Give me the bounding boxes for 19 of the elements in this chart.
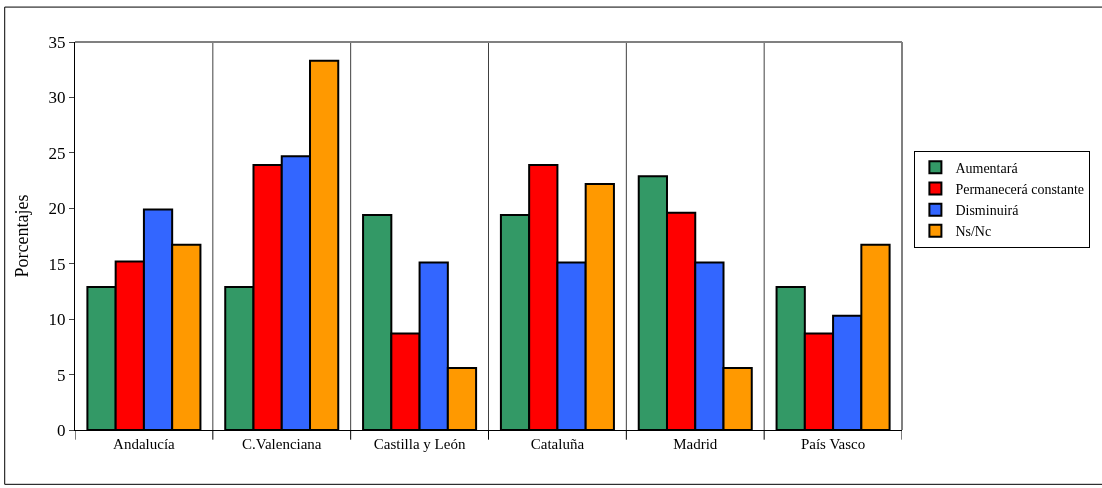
y-tick-label: 5 <box>57 365 66 385</box>
y-tick-label: 35 <box>48 32 66 52</box>
x-tick-label: Castilla y León <box>373 436 466 452</box>
y-tick-label: 15 <box>48 254 66 274</box>
legend-label: Aumentará <box>955 160 1019 176</box>
y-tick-label: 10 <box>48 310 66 330</box>
y-tick-label: 25 <box>48 143 66 163</box>
y-tick-label: 20 <box>48 199 66 219</box>
legend-label: Permanecerá constante <box>955 181 1085 197</box>
x-tick-label: País Vasco <box>800 436 866 452</box>
x-tick-label: Cataluña <box>530 436 585 452</box>
legend-label: Disminuirá <box>955 203 1020 219</box>
x-tick-label: Madrid <box>673 436 718 452</box>
x-tick-label: C.Valenciana <box>241 436 322 452</box>
x-tick-label: Andalucía <box>113 436 176 452</box>
y-tick-label: 30 <box>48 88 66 108</box>
y-axis-title: Porcentajes <box>11 194 32 278</box>
y-tick-label: 0 <box>57 420 66 440</box>
legend-label: Ns/Nc <box>955 224 992 240</box>
